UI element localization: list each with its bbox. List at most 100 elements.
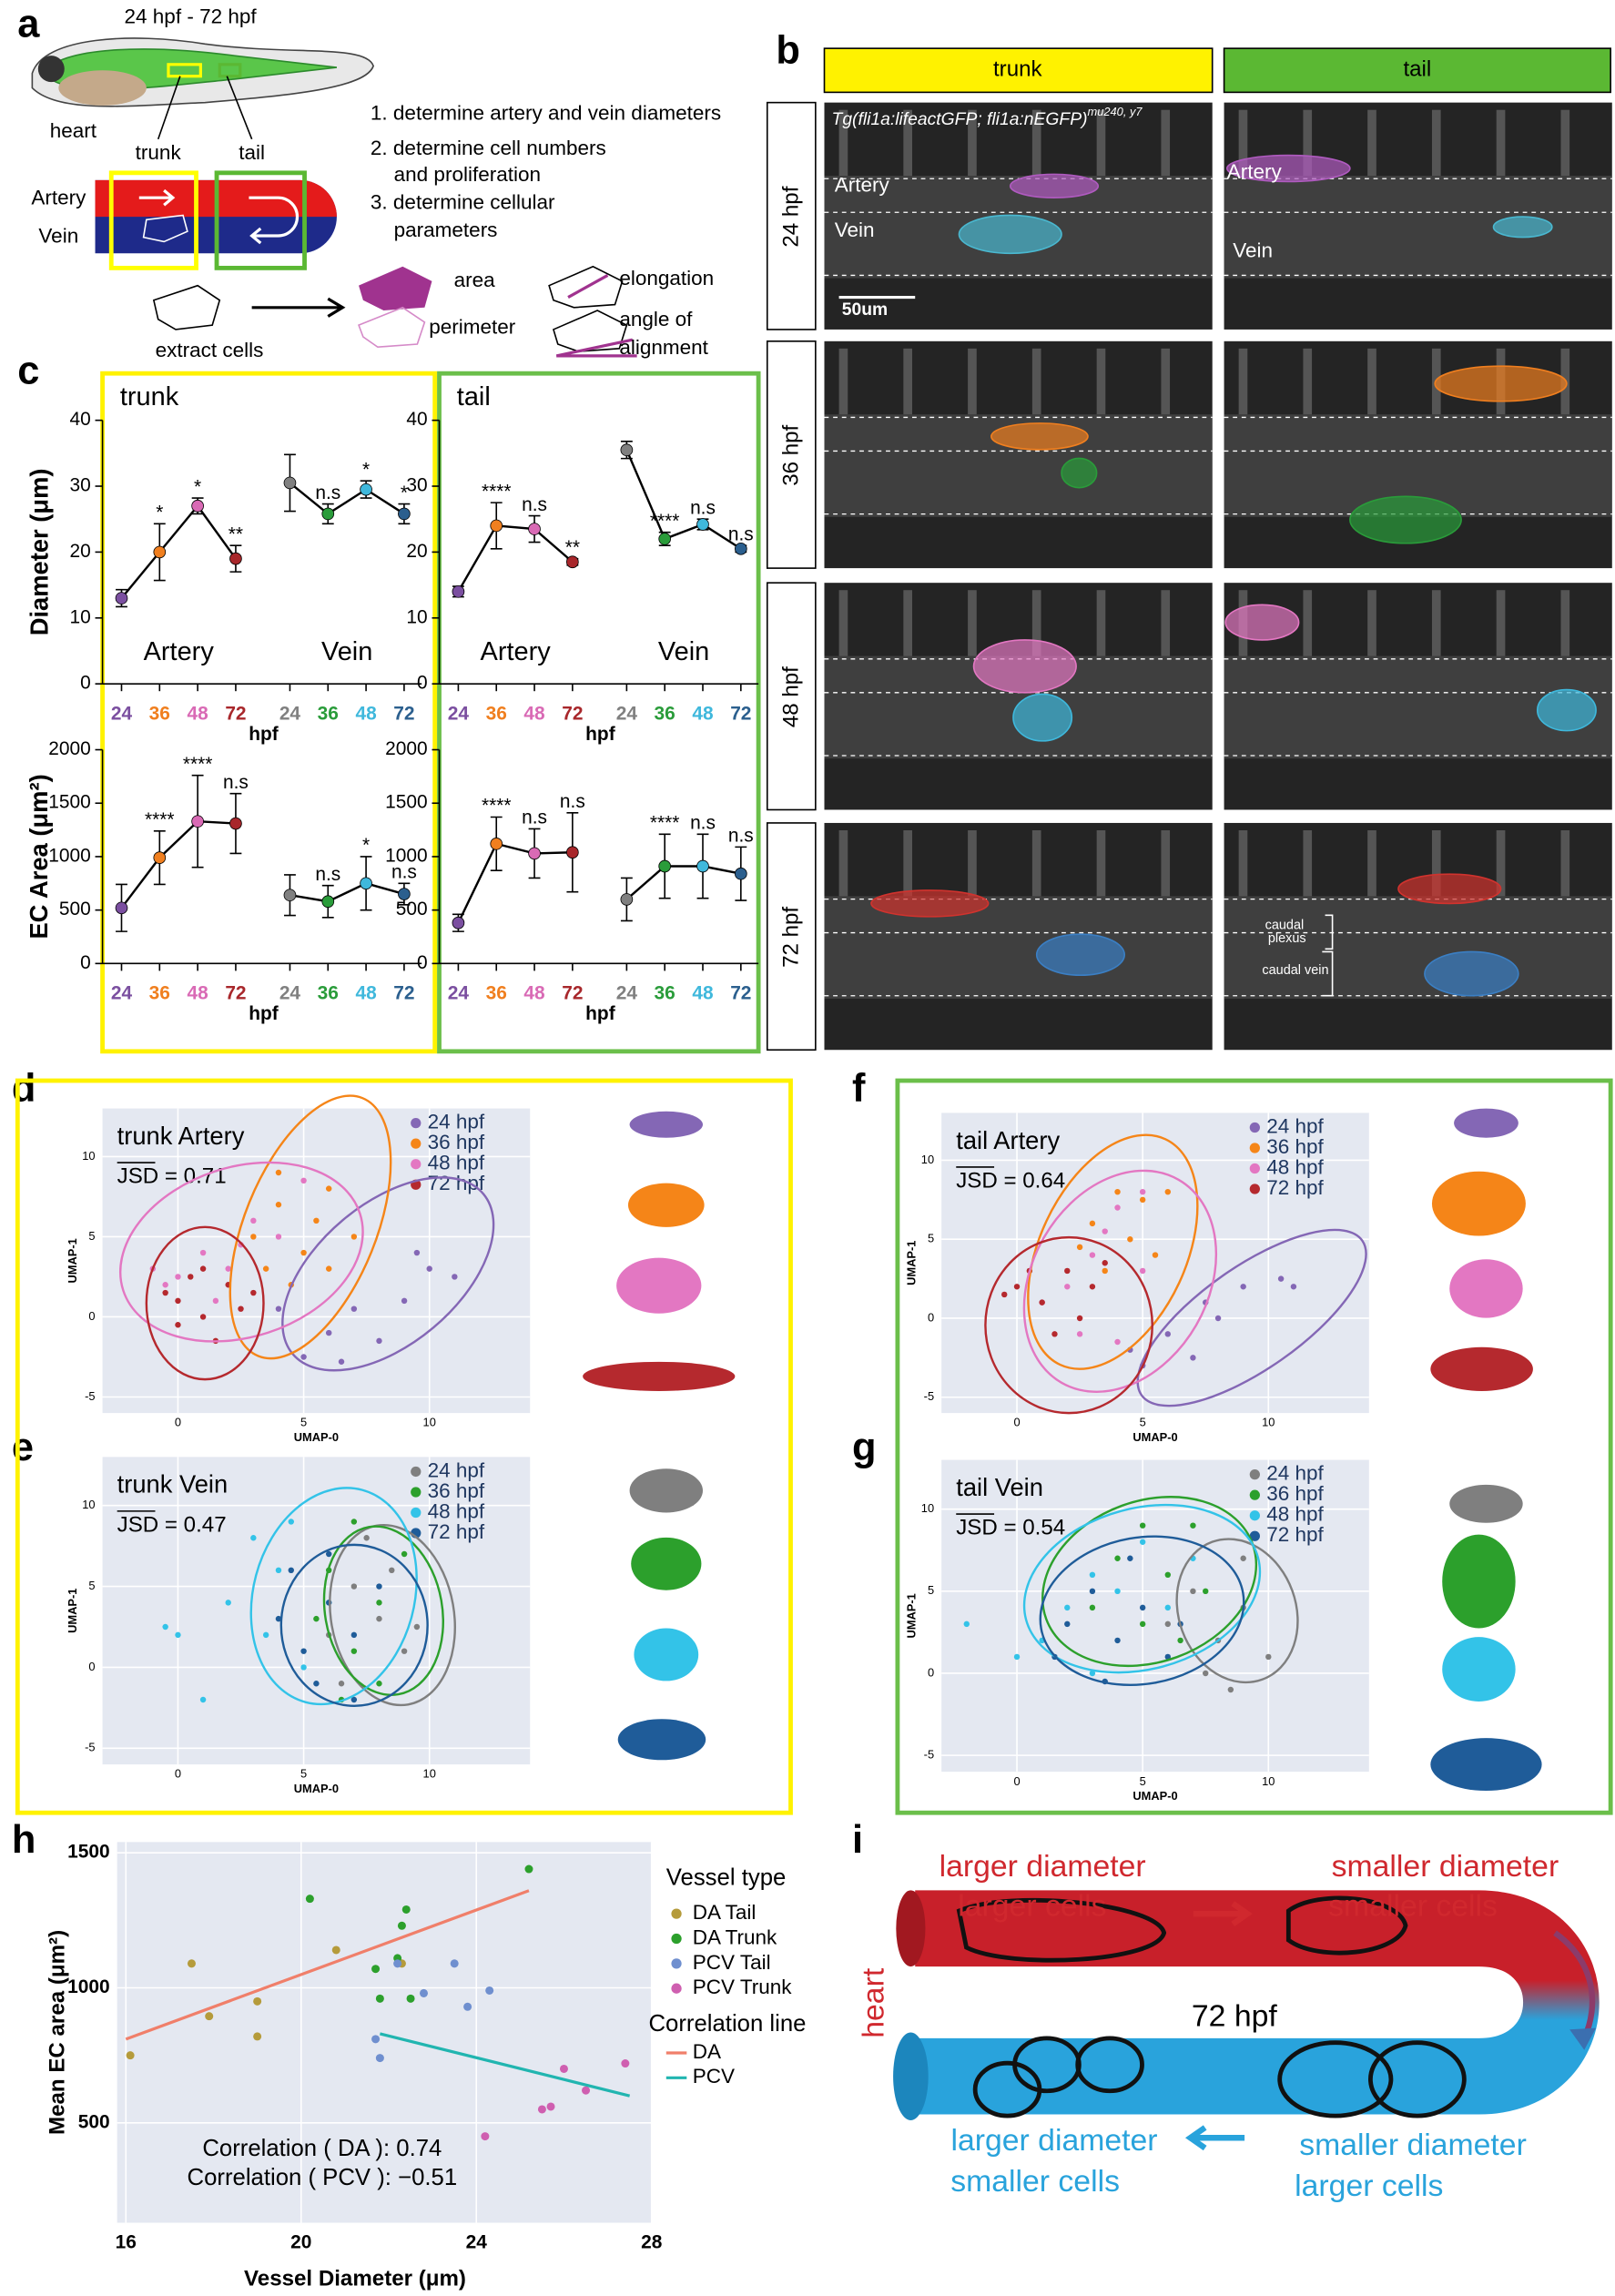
ellipse — [1027, 1133, 1199, 1370]
y-tick-label: 0 — [928, 1665, 934, 1679]
legend-marker — [411, 1487, 422, 1498]
chart-title: tail Vein — [956, 1473, 1043, 1501]
plot-background — [102, 1108, 531, 1414]
transgene: Tg(fli1a:lifeactGFP; fli1a:nEGFP) — [832, 110, 1088, 129]
significance: n.s — [315, 864, 340, 885]
data-point — [360, 483, 372, 496]
data-point — [376, 1583, 382, 1590]
data-point — [1139, 1522, 1146, 1529]
chart-subtitle: JSD = 0.64 — [956, 1168, 1065, 1193]
data-point — [376, 1600, 382, 1606]
significance: * — [362, 459, 370, 480]
legend-label: 72 hpf — [1266, 1176, 1324, 1199]
data-point — [229, 817, 242, 830]
data-point — [582, 2086, 591, 2095]
data-point — [1102, 1228, 1108, 1234]
y-tick-label: 5 — [928, 1232, 934, 1245]
y-tick-label: 10 — [82, 1149, 95, 1163]
significance: **** — [145, 809, 175, 830]
panel-label: h — [12, 1818, 36, 1862]
data-point — [262, 1265, 269, 1272]
x-tick-label: 0 — [175, 1416, 181, 1429]
data-point — [1240, 1555, 1246, 1561]
flow-arrow — [1184, 2125, 1245, 2151]
cell-overlay — [1397, 873, 1502, 905]
data-point — [620, 443, 634, 457]
data-point — [413, 1249, 421, 1256]
x-tick-label: 72 — [225, 703, 246, 724]
data-point — [490, 519, 503, 533]
y-tick-label: 1500 — [67, 1842, 109, 1863]
trunk-frame — [100, 371, 438, 1054]
ellipse — [322, 1525, 444, 1696]
y-tick-label: 20 — [406, 541, 427, 562]
data-point — [300, 1249, 307, 1256]
data-point — [1089, 1252, 1096, 1258]
step: 3. determine cellular — [371, 191, 555, 214]
data-point — [413, 1623, 421, 1631]
tissue — [1031, 109, 1041, 177]
data-point — [1076, 1315, 1083, 1322]
y-tick-label: 20 — [69, 541, 90, 562]
significance: * — [194, 476, 201, 497]
tissue — [1161, 590, 1171, 656]
data-point — [360, 877, 372, 890]
tissue — [1560, 109, 1570, 177]
tissue — [1303, 109, 1313, 177]
y-tick-label: 0 — [80, 673, 91, 694]
series-label: Vein — [321, 637, 372, 666]
data-point — [1089, 1220, 1096, 1227]
data-point — [401, 1905, 411, 1914]
y-tick-label: 40 — [406, 409, 427, 430]
y-tick-label: 0 — [417, 952, 428, 973]
data-point — [199, 1696, 207, 1703]
data-point — [559, 2064, 568, 2073]
tail-umap-frame — [895, 1078, 1613, 1815]
perimeter-icon — [358, 306, 426, 349]
data-point — [426, 1265, 432, 1272]
cell-overlay — [1225, 154, 1351, 183]
legend-label: PCV Tail — [693, 1951, 771, 1974]
x-tick-label: 72 — [562, 983, 583, 1004]
data-point — [275, 1615, 282, 1622]
yolk — [58, 70, 147, 106]
data-point — [225, 1600, 231, 1606]
y-axis-label: Mean EC area (μm²) — [46, 1930, 70, 2135]
y-tick-label: 40 — [69, 409, 90, 430]
data-point — [199, 1249, 207, 1256]
x-tick-label: 0 — [1013, 1774, 1020, 1788]
significance: n.s — [728, 826, 754, 847]
data-point — [1076, 1331, 1083, 1337]
x-tick-label: 36 — [149, 703, 170, 724]
flow-arrow — [138, 188, 176, 207]
x-tick-label: 36 — [318, 983, 339, 1004]
flow-arrow — [249, 196, 300, 245]
ellipse — [145, 1225, 265, 1381]
column-header — [1223, 47, 1611, 94]
cell-overlay — [870, 889, 990, 918]
data-point — [162, 1289, 168, 1296]
y-tick-label: 0 — [928, 1310, 934, 1324]
cell-icon — [1449, 1484, 1523, 1523]
cell-overlay — [958, 214, 1062, 255]
data-point — [283, 889, 297, 902]
data-point — [331, 1946, 340, 1955]
data-point — [350, 1305, 358, 1312]
data-point — [1114, 1338, 1121, 1346]
panel-label: b — [776, 28, 800, 72]
correlation-line — [379, 2032, 631, 2098]
elongation-icon — [548, 265, 624, 309]
tissue — [968, 829, 977, 897]
panel-label: c — [17, 350, 39, 393]
y-axis-label: UMAP-1 — [66, 1589, 79, 1633]
y-tick-label: 10 — [69, 606, 90, 627]
data-point — [485, 1986, 494, 1995]
x-axis-label: hpf — [249, 1003, 279, 1024]
x-axis-label: UMAP-0 — [1133, 1789, 1177, 1803]
tissue — [1096, 590, 1106, 656]
x-axis-label: Vessel Diameter (μm) — [244, 2267, 466, 2291]
panel-a: 24 hpf - 72 hpf heart trunk tail Artery … — [31, 5, 721, 361]
data-point — [1102, 1267, 1108, 1275]
x-tick-label: 0 — [1013, 1416, 1020, 1429]
cell-overlay — [1012, 693, 1073, 742]
